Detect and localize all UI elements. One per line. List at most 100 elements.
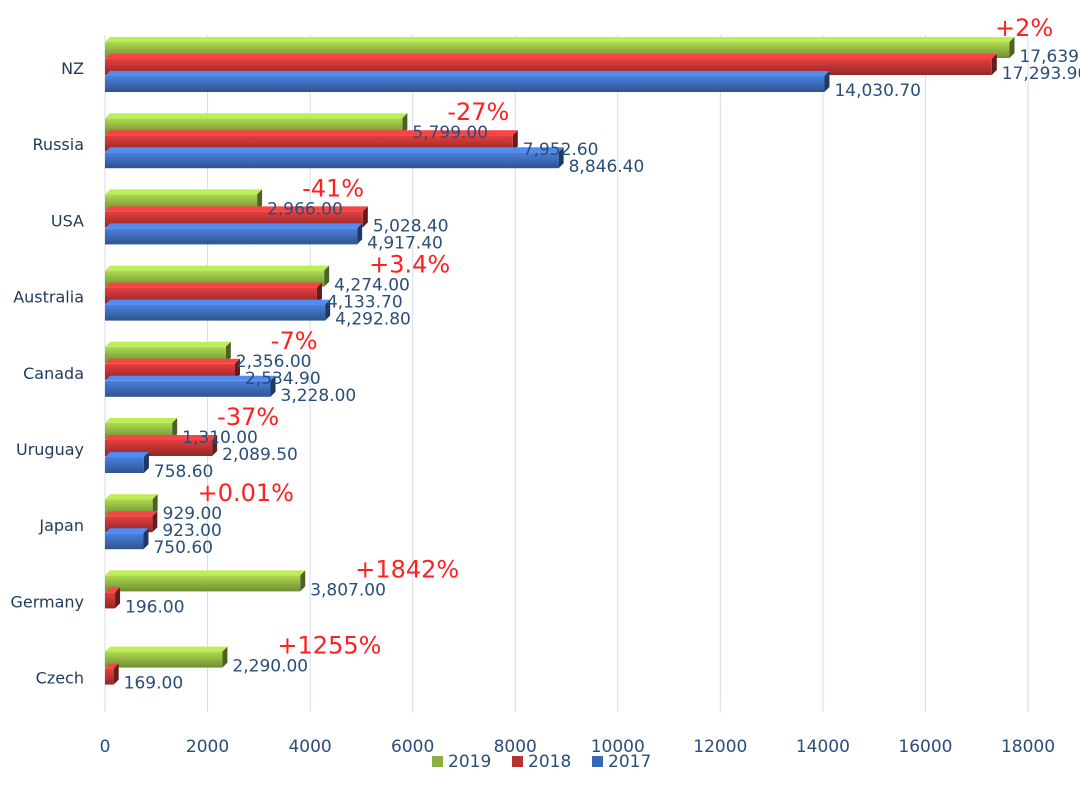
data-label: 7,952.60 bbox=[523, 140, 599, 160]
bar bbox=[105, 76, 825, 92]
bar-side-face bbox=[212, 435, 218, 456]
data-label: 5,028.40 bbox=[373, 216, 449, 236]
bar-side-face bbox=[316, 282, 322, 304]
bar-top-face bbox=[105, 299, 331, 305]
bar-side-face bbox=[300, 570, 306, 592]
bar-top-face bbox=[105, 130, 518, 136]
bar-top-face bbox=[105, 528, 149, 534]
data-label: 750.60 bbox=[153, 538, 212, 558]
data-label: 2,966.00 bbox=[267, 199, 343, 219]
change-annotation: -37% bbox=[217, 403, 279, 431]
bar-side-face bbox=[402, 113, 408, 135]
data-label: 2,089.50 bbox=[222, 445, 298, 465]
legend-swatch bbox=[592, 756, 603, 767]
bar-side-face bbox=[143, 452, 149, 473]
x-tick-label: 10000 bbox=[591, 737, 645, 757]
data-label: 8,846.40 bbox=[569, 157, 645, 177]
bar-side-face bbox=[257, 189, 263, 211]
category-label: Japan bbox=[38, 516, 84, 535]
data-labels: 17,639.0017,293.90 14,030.70 +2% 5,799.00 7,… bbox=[124, 14, 1080, 694]
bar-side-face bbox=[115, 587, 121, 609]
bar-side-face bbox=[357, 223, 363, 245]
change-annotation: +2% bbox=[995, 14, 1053, 42]
data-label: 4,292.80 bbox=[335, 310, 411, 330]
bar-top-face bbox=[105, 375, 276, 381]
category-label: Czech bbox=[36, 669, 84, 688]
bar bbox=[105, 575, 301, 592]
data-label: 196.00 bbox=[125, 597, 184, 617]
bar-top-face bbox=[105, 147, 564, 153]
x-tick-label: 18000 bbox=[1001, 737, 1055, 757]
change-annotation: -41% bbox=[302, 174, 364, 202]
data-label: 3,228.00 bbox=[281, 386, 357, 406]
bar-side-face bbox=[991, 54, 997, 75]
bar-top-face bbox=[105, 113, 408, 119]
bar-side-face bbox=[172, 418, 178, 439]
bar-top-face bbox=[105, 37, 1015, 42]
x-tick-label: 8000 bbox=[494, 737, 537, 757]
bar-top-face bbox=[105, 663, 119, 669]
legend: 2019 2018 2017 bbox=[432, 752, 651, 772]
bar-side-face bbox=[270, 375, 276, 397]
data-label: 17,293.90 bbox=[1002, 64, 1080, 84]
legend-swatch bbox=[512, 756, 523, 767]
bar-top-face bbox=[105, 435, 218, 440]
bar-side-face bbox=[362, 206, 368, 228]
bar bbox=[105, 457, 144, 473]
x-tick-label: 12000 bbox=[693, 737, 747, 757]
change-annotation: +0.01% bbox=[198, 479, 294, 507]
bar-top-face bbox=[105, 494, 158, 500]
bar-side-face bbox=[152, 494, 158, 516]
data-label: 3,807.00 bbox=[310, 580, 386, 600]
change-annotation: +1255% bbox=[277, 632, 381, 660]
legend-label: 2018 bbox=[528, 752, 571, 772]
category-label: Australia bbox=[13, 288, 84, 307]
bar bbox=[105, 304, 326, 321]
bar bbox=[105, 592, 116, 609]
change-annotation: +3.4% bbox=[369, 251, 450, 279]
bar-top-face bbox=[105, 418, 178, 423]
bar-side-face bbox=[222, 646, 228, 668]
data-label: 17,639.00 bbox=[1019, 47, 1080, 67]
data-label: 2,534.90 bbox=[245, 369, 321, 389]
data-label: 2,356.00 bbox=[236, 352, 312, 372]
x-axis-ticks: 0 2000 4000 6000 8000 10000 12000 14000 16000 180… bbox=[100, 737, 1055, 757]
bar bbox=[105, 228, 358, 245]
bar bbox=[105, 668, 114, 685]
x-tick-label: 14000 bbox=[796, 737, 850, 757]
bar bbox=[105, 533, 144, 550]
bar-top-face bbox=[105, 265, 330, 271]
legend-label: 2019 bbox=[448, 752, 491, 772]
bar-side-face bbox=[325, 299, 331, 321]
x-tick-label: 16000 bbox=[898, 737, 952, 757]
x-tick-label: 6000 bbox=[391, 737, 434, 757]
legend-label: 2017 bbox=[608, 752, 651, 772]
bar-side-face bbox=[113, 663, 119, 685]
bar-side-face bbox=[225, 341, 231, 363]
change-annotation: -7% bbox=[271, 327, 318, 355]
bar-side-face bbox=[824, 71, 830, 92]
bar-top-face bbox=[105, 452, 149, 457]
change-annotation: -27% bbox=[447, 98, 509, 126]
x-tick-label: 4000 bbox=[288, 737, 331, 757]
bar-top-face bbox=[105, 71, 830, 76]
bar-top-face bbox=[105, 587, 121, 593]
data-label: 4,133.70 bbox=[327, 293, 403, 313]
bar-side-face bbox=[512, 130, 518, 152]
bar bbox=[105, 152, 559, 169]
bar-top-face bbox=[105, 282, 322, 288]
category-labels: NZ Russia USA Australia Canada Uruguay Japan Ge… bbox=[10, 59, 84, 688]
bar-top-face bbox=[105, 341, 231, 347]
legend-swatch bbox=[432, 756, 443, 767]
data-label: 929.00 bbox=[163, 504, 222, 524]
data-label: 758.60 bbox=[154, 462, 213, 482]
bar-side-face bbox=[143, 528, 149, 550]
bar-side-face bbox=[1009, 37, 1015, 58]
bar bbox=[105, 651, 223, 668]
bar-top-face bbox=[105, 646, 228, 652]
bar-side-face bbox=[234, 358, 240, 380]
bar-side-face bbox=[558, 147, 564, 169]
data-label: 14,030.70 bbox=[834, 81, 921, 101]
bars bbox=[105, 37, 1015, 685]
